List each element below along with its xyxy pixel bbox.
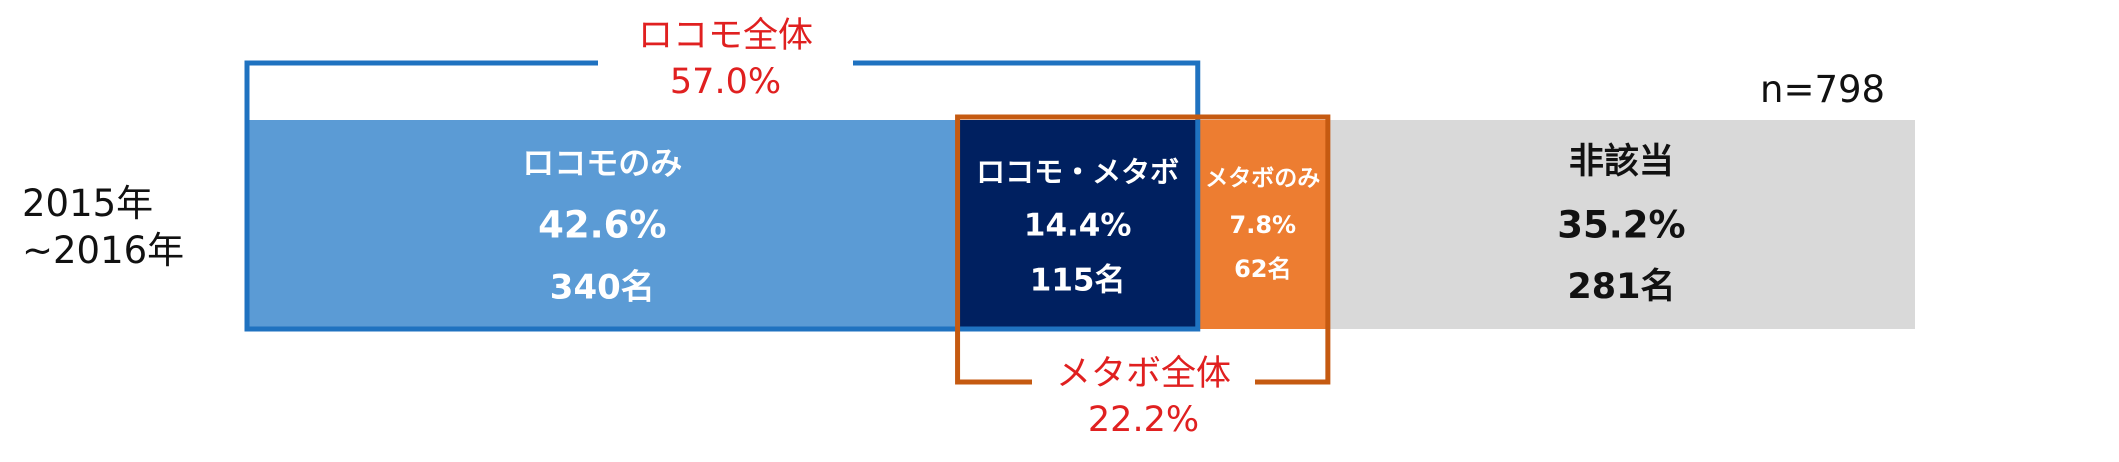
segment-count-2: 62名 (1234, 255, 1291, 283)
segment-percent-1: 14.4% (1024, 208, 1132, 244)
locomo-total-label: ロコモ全体 (638, 16, 813, 56)
metabo-total-bracket (955, 114, 1331, 385)
segment-label-2: メタボのみ (1205, 166, 1320, 192)
segment-percent-3: 35.2% (1557, 204, 1685, 247)
segment-count-1: 115名 (1030, 263, 1126, 299)
segment-percent-2: 7.8% (1230, 211, 1297, 239)
locomo-total-percent: 57.0% (670, 62, 781, 102)
segment-label-3: 非該当 (1569, 142, 1674, 182)
sample-size-label: n=798 (1760, 68, 1886, 111)
segment-count-0: 340名 (550, 268, 655, 308)
row-label: 2015年 ~2016年 (22, 180, 184, 274)
bar-segment-2 (1197, 120, 1328, 329)
segment-label-0: ロコモのみ (522, 144, 682, 182)
metabo-total-percent: 22.2% (1088, 400, 1199, 440)
row-label-line-1: 2015年 (22, 182, 154, 225)
segment-label-1: ロコモ・メタボ (976, 155, 1179, 189)
row-label-line-2: ~2016年 (22, 229, 185, 272)
metabo-total-label: メタボ全体 (1056, 354, 1231, 394)
locomo-total-bracket (244, 60, 1201, 332)
bar-segment-1 (957, 120, 1198, 329)
bar-segment-3 (1327, 120, 1915, 329)
bar-segment-0 (247, 120, 958, 329)
segment-count-3: 281名 (1567, 267, 1675, 307)
segment-percent-0: 42.6% (538, 204, 666, 247)
